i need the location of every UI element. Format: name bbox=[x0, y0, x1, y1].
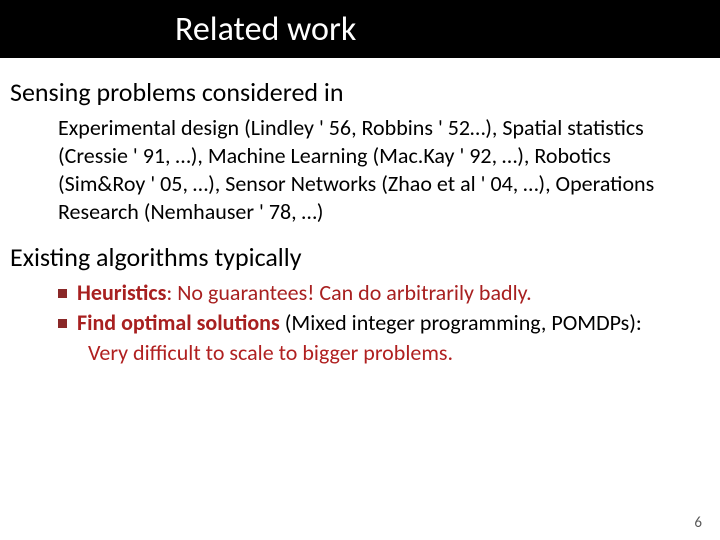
bullet-square-icon bbox=[58, 319, 67, 328]
optimal-sub-text: Very difficult to scale to bigger proble… bbox=[77, 339, 700, 367]
body-sensing: Experimental design (Lindley ' 56, Robbi… bbox=[10, 114, 710, 227]
page-number: 6 bbox=[694, 514, 702, 532]
slide: Related work Sensing problems considered… bbox=[0, 0, 720, 540]
optimal-rest: (Mixed integer programming, POMDPs): bbox=[280, 309, 642, 336]
heading-existing: Existing algorithms typically bbox=[10, 241, 710, 273]
bullet-list: Heuristics: No guarantees! Can do arbitr… bbox=[10, 279, 710, 367]
slide-title: Related work bbox=[175, 9, 356, 50]
optimal-bold: Find optimal solutions bbox=[77, 309, 280, 336]
bullet-heuristics-text: Heuristics: No guarantees! Can do arbitr… bbox=[77, 279, 700, 307]
bullet-optimal: Find optimal solutions (Mixed integer pr… bbox=[58, 309, 700, 337]
title-bar: Related work bbox=[0, 0, 720, 58]
bullet-optimal-text: Find optimal solutions (Mixed integer pr… bbox=[77, 309, 700, 337]
heuristics-rest: : No guarantees! Can do arbitrarily badl… bbox=[166, 279, 531, 306]
bullet-heuristics: Heuristics: No guarantees! Can do arbitr… bbox=[58, 279, 700, 307]
bullet-square-icon bbox=[58, 289, 67, 298]
heuristics-bold: Heuristics bbox=[77, 279, 166, 306]
bullet-optimal-sub: Very difficult to scale to bigger proble… bbox=[58, 339, 700, 367]
heading-sensing: Sensing problems considered in bbox=[10, 76, 710, 108]
slide-content: Sensing problems considered in Experimen… bbox=[0, 58, 720, 367]
